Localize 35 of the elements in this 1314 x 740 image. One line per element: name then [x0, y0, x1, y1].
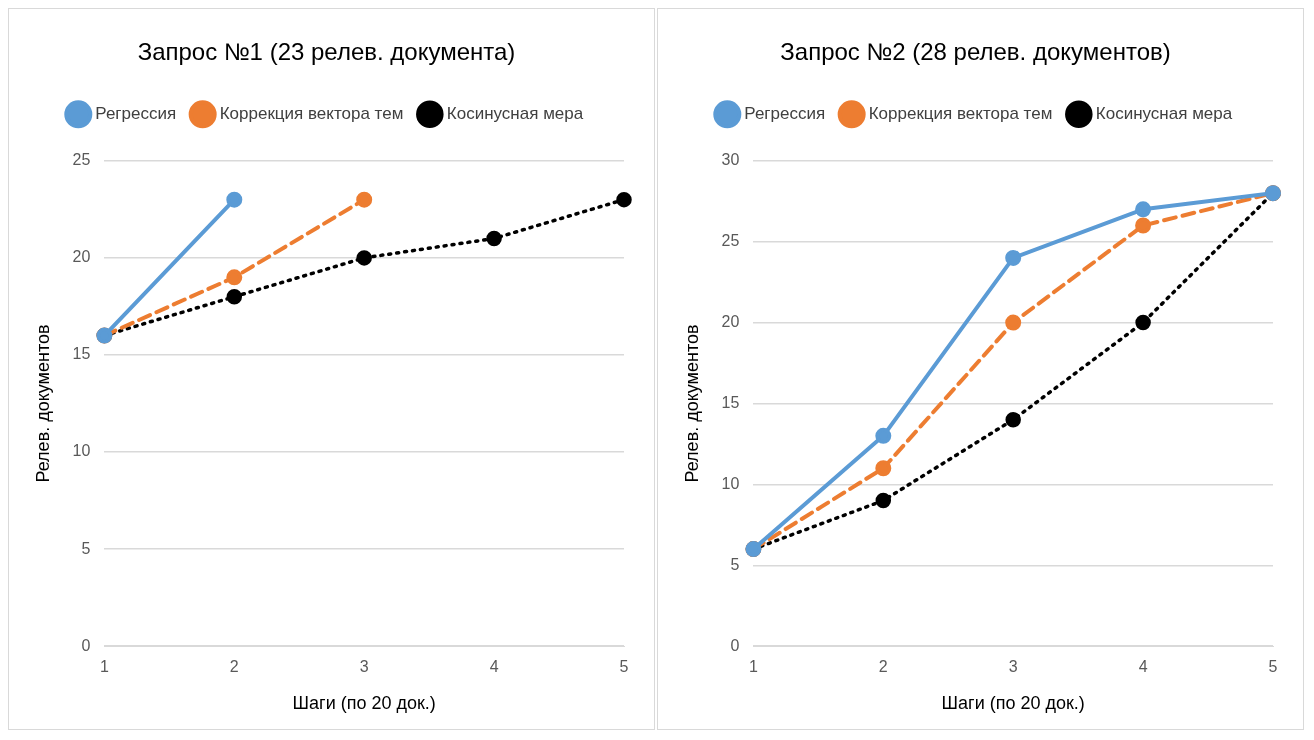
- y-tick-label: 25: [721, 232, 740, 250]
- chart-title: Запрос №1 (23 релев. документа): [137, 38, 516, 66]
- x-tick-label: 4: [489, 658, 499, 676]
- y-tick-label: 20: [72, 248, 91, 266]
- y-tick-label: 15: [721, 393, 740, 411]
- y-tick-label: 0: [81, 636, 91, 654]
- legend-label: Коррекция вектора тем: [219, 103, 404, 123]
- x-tick-label: 1: [748, 658, 758, 676]
- y-axis-title: Релев. документов: [32, 324, 53, 483]
- x-tick-label: 2: [229, 658, 239, 676]
- y-tick-label: 20: [721, 313, 740, 331]
- y-tick-label: 5: [81, 539, 91, 557]
- y-tick-label: 10: [721, 474, 740, 492]
- x-tick-label: 5: [1268, 658, 1278, 676]
- legend-label: Коррекция вектора тем: [868, 103, 1053, 123]
- legend-label: Регрессия: [95, 103, 177, 123]
- x-axis-title: Шаги (по 20 док.): [292, 693, 436, 714]
- legend-label: Косинусная мера: [1095, 103, 1233, 123]
- x-tick-label: 4: [1138, 658, 1148, 676]
- y-tick-label: 5: [730, 555, 740, 573]
- y-tick-label: 0: [730, 636, 740, 654]
- x-tick-label: 5: [619, 658, 629, 676]
- x-tick-label: 3: [1008, 658, 1018, 676]
- y-tick-label: 10: [72, 442, 91, 460]
- x-tick-label: 1: [99, 658, 109, 676]
- legend-label: Косинусная мера: [446, 103, 584, 123]
- y-tick-label: 15: [72, 345, 91, 363]
- chart-title: Запрос №2 (28 релев. документов): [780, 38, 1171, 66]
- legend-label: Регрессия: [744, 103, 826, 123]
- y-tick-label: 25: [72, 151, 91, 169]
- x-tick-label: 2: [878, 658, 888, 676]
- x-tick-label: 3: [359, 658, 369, 676]
- y-axis-title: Релев. документов: [681, 324, 702, 483]
- x-axis-title: Шаги (по 20 док.): [941, 693, 1085, 714]
- y-tick-label: 30: [721, 151, 740, 169]
